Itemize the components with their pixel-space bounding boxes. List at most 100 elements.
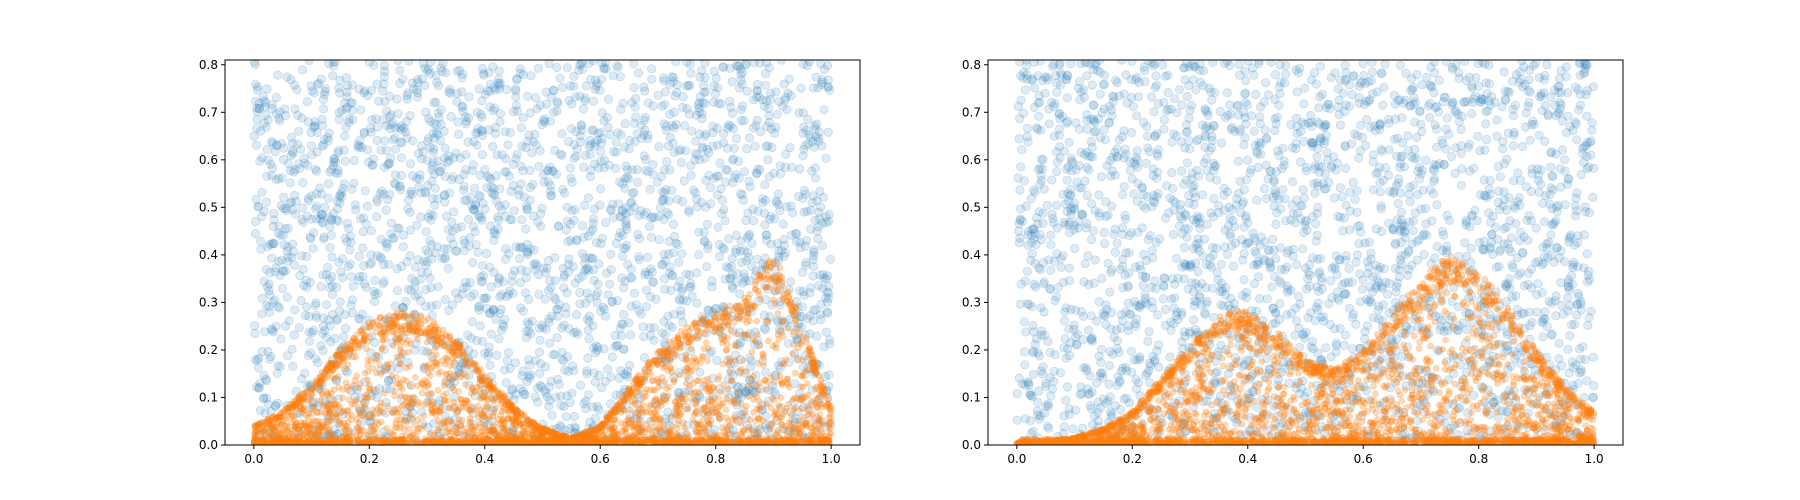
data-point (657, 101, 667, 111)
data-point (795, 164, 805, 174)
data-point (285, 198, 295, 208)
data-point (290, 190, 300, 201)
data-point (404, 402, 415, 413)
data-point (436, 407, 444, 415)
data-point (760, 80, 771, 90)
data-point (414, 416, 422, 423)
data-point (466, 291, 476, 302)
data-point (562, 216, 572, 226)
data-point (304, 327, 314, 337)
data-point (494, 274, 504, 284)
data-point (547, 410, 557, 420)
data-point (311, 313, 322, 323)
data-point (736, 75, 746, 85)
data-point (529, 259, 539, 269)
data-point (610, 341, 620, 352)
data-point (791, 236, 802, 246)
data-point (433, 81, 444, 91)
data-point (531, 355, 541, 365)
data-point (270, 400, 281, 411)
data-point (537, 203, 547, 213)
data-point (809, 245, 819, 255)
data-point (758, 95, 768, 105)
data-point (512, 418, 520, 426)
data-point (374, 405, 381, 412)
data-point (657, 195, 667, 205)
data-point (779, 234, 789, 244)
data-point (463, 113, 474, 123)
data-point (421, 227, 431, 237)
data-point (776, 403, 784, 411)
data-point (658, 374, 666, 381)
data-point (703, 305, 713, 315)
data-point (319, 402, 327, 410)
data-point (265, 239, 275, 249)
data-point (484, 125, 494, 135)
data-point (565, 163, 576, 173)
data-point (744, 231, 754, 241)
data-point (781, 93, 791, 103)
data-point (343, 261, 353, 271)
data-point (727, 77, 737, 87)
data-point (712, 123, 722, 133)
data-point (386, 229, 396, 239)
data-point (701, 404, 711, 415)
data-point (543, 255, 554, 266)
data-point (703, 244, 713, 254)
data-point (802, 367, 810, 375)
data-point (362, 145, 373, 155)
data-point (530, 93, 541, 103)
data-point (489, 267, 499, 277)
data-point (317, 328, 328, 338)
data-point (668, 76, 678, 87)
data-point (342, 81, 353, 91)
data-point (442, 244, 452, 254)
data-point (611, 238, 622, 249)
data-point (526, 370, 536, 380)
data-point (310, 121, 320, 131)
data-point (799, 290, 809, 300)
data-point (591, 341, 601, 351)
data-point (349, 178, 359, 188)
data-point (468, 419, 478, 429)
data-point (770, 296, 777, 304)
data-point (298, 178, 308, 188)
data-point (397, 392, 405, 400)
data-point (303, 350, 313, 361)
data-point (617, 273, 627, 283)
data-point (765, 420, 776, 430)
data-point (754, 359, 762, 367)
data-point (326, 230, 336, 240)
data-point (440, 252, 450, 262)
data-point (590, 159, 600, 169)
data-point (581, 81, 592, 91)
data-point (704, 431, 711, 438)
data-point (271, 109, 281, 119)
data-point (457, 289, 467, 299)
data-point (684, 270, 695, 280)
data-point (462, 282, 472, 292)
data-point (747, 386, 757, 396)
data-point (546, 190, 556, 200)
data-point (255, 156, 265, 166)
data-point (545, 395, 555, 405)
data-point (499, 425, 507, 432)
data-point (257, 309, 267, 319)
data-point (345, 245, 355, 255)
data-point (406, 414, 416, 424)
data-point (616, 404, 626, 414)
data-point (761, 96, 772, 106)
data-point (725, 359, 736, 369)
data-point (708, 128, 718, 138)
data-point (402, 399, 410, 406)
data-point (282, 72, 292, 82)
data-point (827, 414, 835, 422)
data-point (401, 296, 411, 307)
data-point (512, 74, 522, 85)
data-point (330, 333, 340, 344)
data-point (657, 260, 667, 270)
data-point (385, 91, 395, 101)
data-point (611, 406, 621, 416)
data-point (588, 214, 599, 224)
data-point (639, 151, 649, 161)
